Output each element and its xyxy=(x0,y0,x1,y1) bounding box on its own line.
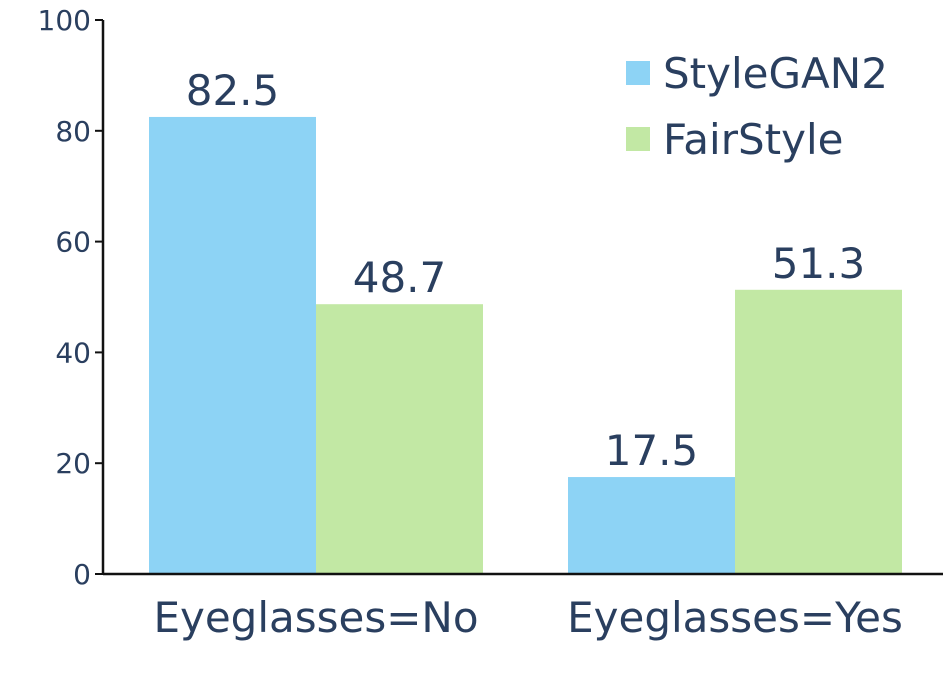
y-tick-label: 40 xyxy=(55,336,91,369)
y-tick-label: 80 xyxy=(55,115,91,148)
legend: StyleGAN2 FairStyle xyxy=(626,49,888,164)
x-ticks-group: Eyeglasses=No Eyeglasses=Yes xyxy=(153,593,902,642)
y-ticks-group: 0 20 40 60 80 100 xyxy=(38,4,103,591)
bar-stylegan2-2 xyxy=(568,477,735,574)
y-tick-label: 60 xyxy=(55,226,91,259)
x-category-label: Eyeglasses=No xyxy=(153,593,478,642)
data-label-stylegan2-2: 17.5 xyxy=(605,426,699,475)
x-category-label: Eyeglasses=Yes xyxy=(567,593,903,642)
bars-group xyxy=(149,116,902,574)
bar-fairstyle-2 xyxy=(735,289,902,574)
y-tick-label: 0 xyxy=(73,558,91,591)
legend-swatch-stylegan2 xyxy=(626,61,650,85)
data-labels-group: 82.5 48.7 17.5 51.3 xyxy=(186,66,866,475)
legend-label-fairstyle: FairStyle xyxy=(663,115,843,164)
data-label-fairstyle-1: 48.7 xyxy=(353,253,447,302)
legend-swatch-fairstyle xyxy=(626,127,650,151)
data-label-fairstyle-2: 51.3 xyxy=(772,239,866,288)
legend-label-stylegan2: StyleGAN2 xyxy=(663,49,888,98)
y-tick-label: 100 xyxy=(38,4,91,37)
y-tick-label: 20 xyxy=(55,447,91,480)
bar-stylegan2-1 xyxy=(149,116,316,574)
data-label-stylegan2-1: 82.5 xyxy=(186,66,280,115)
bar-fairstyle-1 xyxy=(316,304,483,574)
